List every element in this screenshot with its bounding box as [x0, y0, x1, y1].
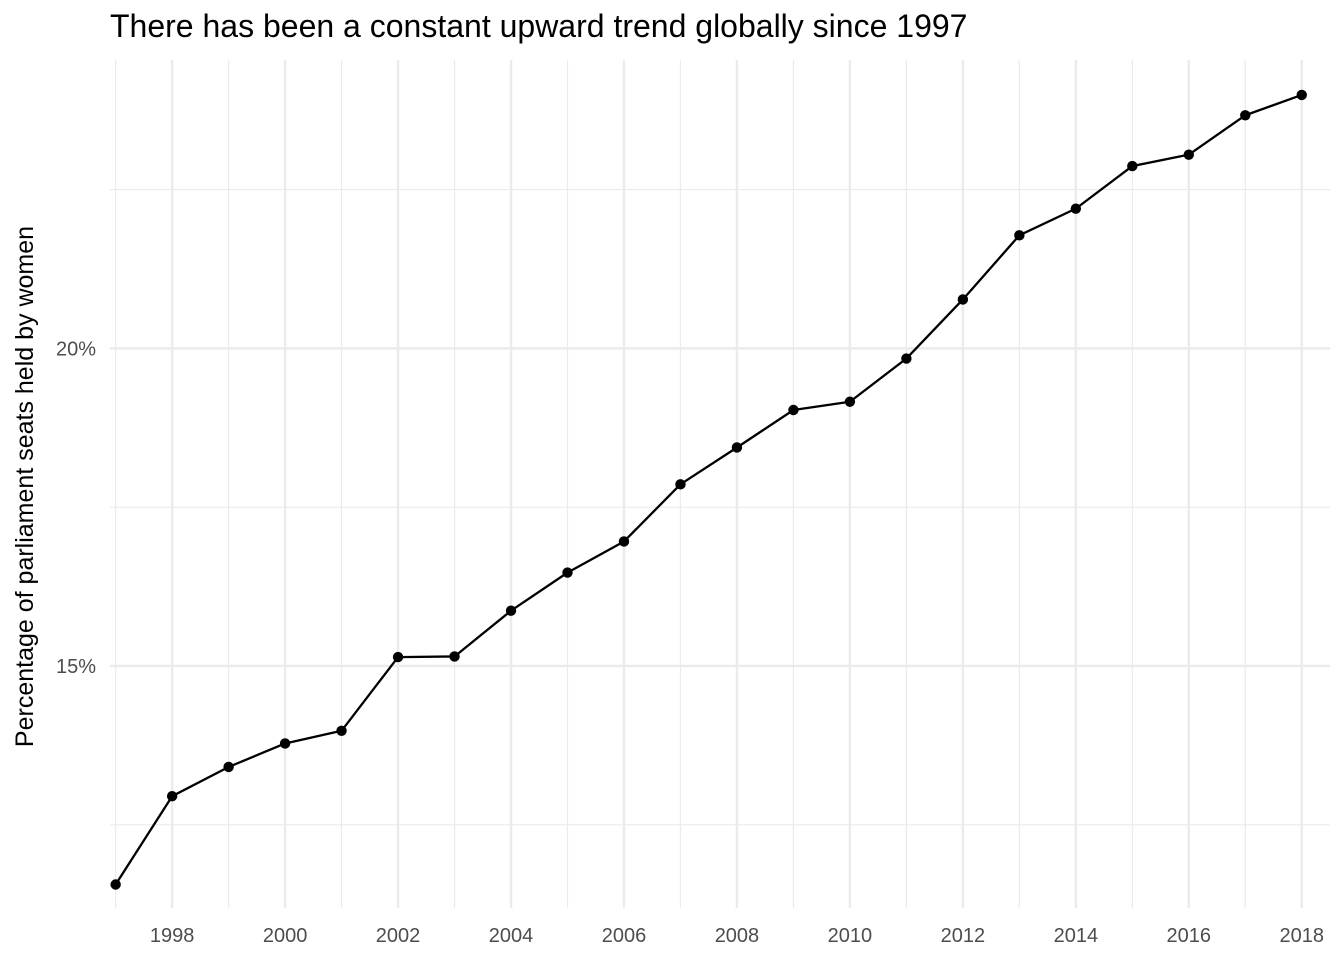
data-point [223, 761, 234, 773]
x-tick-label: 2010 [828, 925, 873, 947]
data-series [110, 89, 1307, 890]
data-point [1296, 89, 1307, 101]
data-point [1070, 203, 1082, 214]
data-point [392, 651, 404, 663]
x-tick-label: 2002 [376, 925, 421, 947]
data-point [731, 442, 743, 453]
axis-ticks: 1998 2000 2002 2004 2006 2008 2010 2012 2014 2016… [56, 338, 1324, 947]
data-point [1240, 110, 1251, 121]
x-tick-label: 2000 [263, 925, 308, 947]
data-point [844, 396, 856, 407]
x-tick-label: 2006 [602, 925, 647, 947]
data-point [957, 294, 969, 305]
x-tick-label: 1998 [150, 925, 195, 947]
data-point [505, 605, 517, 616]
data-point [449, 651, 460, 662]
x-tick-label: 2018 [1280, 925, 1325, 947]
data-point [618, 536, 630, 547]
x-tick-label: 2014 [1054, 925, 1099, 947]
data-point [901, 353, 912, 364]
data-point [675, 479, 686, 490]
data-point [166, 791, 178, 802]
grid-lines [110, 60, 1330, 908]
data-point [1127, 160, 1138, 172]
data-point [788, 404, 799, 416]
data-point [110, 879, 121, 890]
series-line [114, 93, 1303, 886]
x-tick-label: 2012 [941, 925, 986, 947]
x-tick-label: 2008 [715, 925, 760, 947]
data-point [279, 738, 291, 749]
x-tick-label: 2004 [489, 925, 534, 947]
y-tick-label: 15% [56, 656, 96, 678]
data-point [562, 567, 573, 578]
x-tick-label: 2016 [1167, 925, 1212, 947]
data-point [336, 725, 347, 736]
data-point [1014, 230, 1025, 241]
data-point [1183, 149, 1194, 160]
y-tick-label: 20% [56, 338, 96, 360]
chart-title: There has been a constant upward trend g… [110, 8, 968, 44]
